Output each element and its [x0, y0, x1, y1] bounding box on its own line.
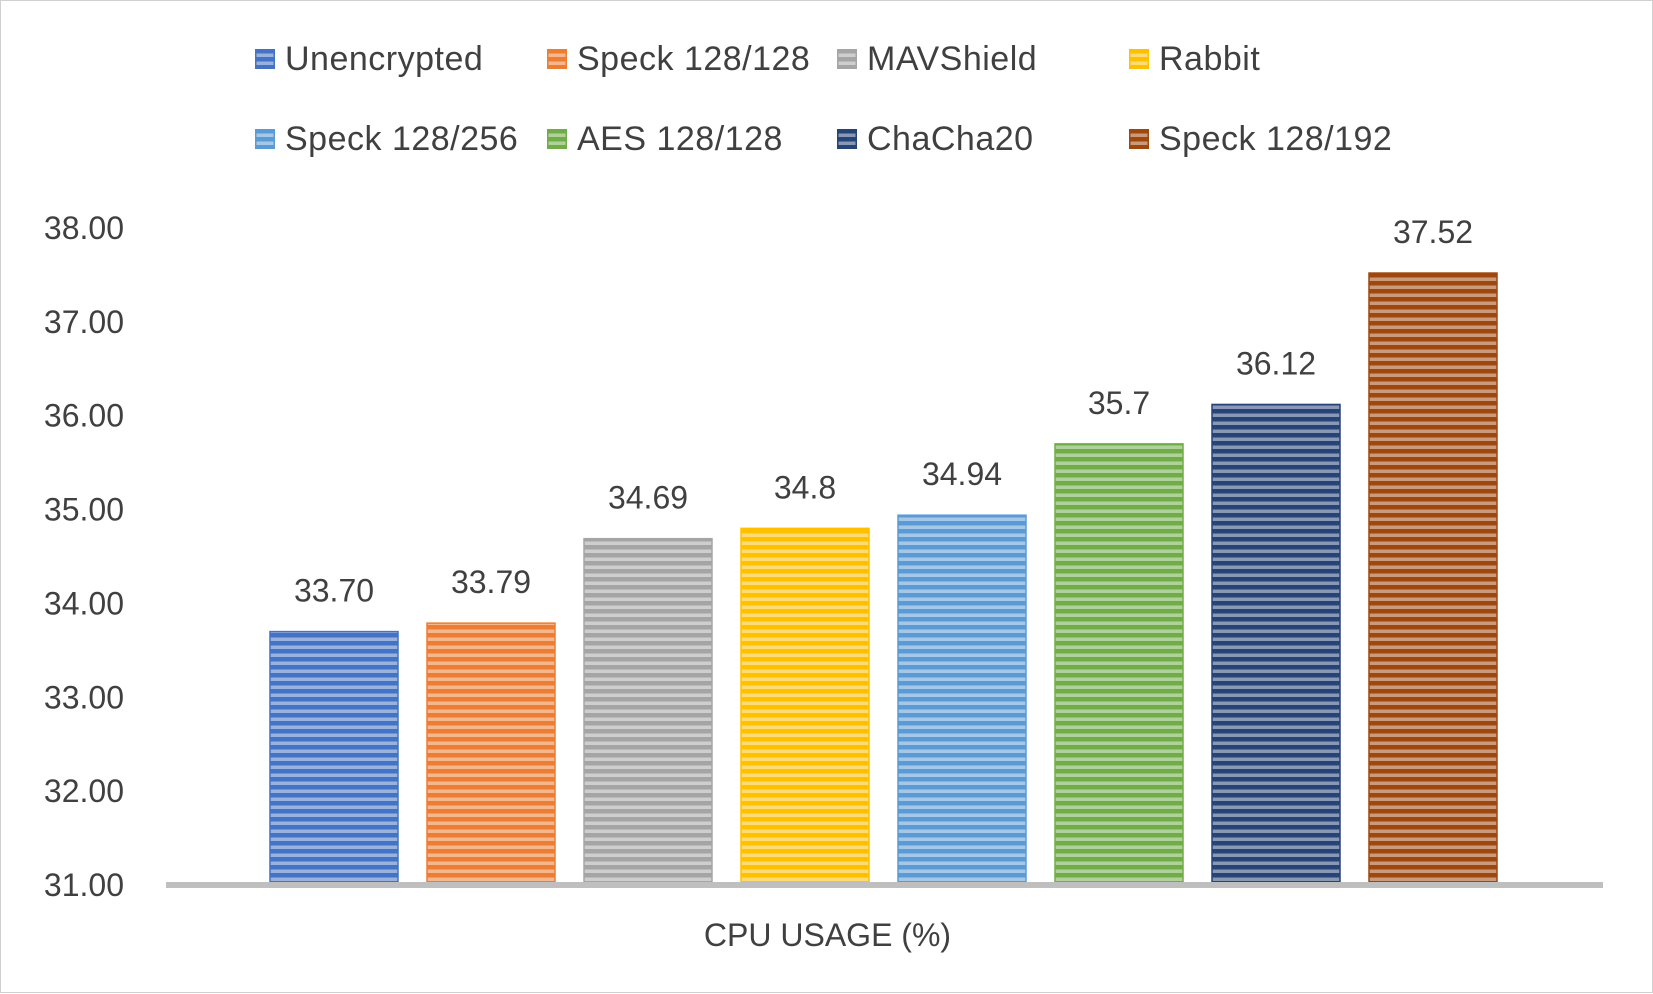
bar-aes-128-128 — [1054, 443, 1184, 886]
y-tick-label: 34.00 — [44, 585, 124, 621]
bar-speck-128-256 — [897, 514, 1027, 886]
legend-label: MAVShield — [867, 39, 1038, 78]
legend-label: Speck 128/192 — [1159, 119, 1393, 158]
y-axis-ticks: 31.00 32.00 33.00 34.00 35.00 36.00 37.00 38.00 — [44, 210, 124, 903]
legend-swatch — [255, 129, 275, 149]
data-labels-group: 33.70 33.79 34.69 34.8 34.94 35.7 36.12 37.52 — [294, 214, 1473, 609]
legend-swatch — [1129, 49, 1149, 69]
data-label: 35.7 — [1088, 385, 1150, 421]
legend-swatch — [837, 129, 857, 149]
x-axis-title: CPU USAGE (%) — [703, 917, 952, 953]
y-tick-label: 31.00 — [44, 867, 124, 903]
bars-group — [269, 272, 1498, 886]
legend-label: Unencrypted — [285, 39, 484, 78]
legend-label: Speck 128/128 — [577, 39, 811, 78]
y-tick-label: 35.00 — [44, 492, 124, 528]
bar-speck-128-192 — [1368, 272, 1498, 886]
bar-speck-128-128 — [426, 622, 556, 886]
bar-unencrypted — [269, 630, 399, 886]
data-label: 34.69 — [608, 480, 688, 516]
legend-item: Speck 128/128 — [547, 39, 837, 78]
legend-swatch — [547, 49, 567, 69]
data-label: 33.70 — [294, 573, 374, 609]
data-label: 33.79 — [451, 564, 531, 600]
legend-label: Speck 128/256 — [285, 119, 519, 158]
legend-label: AES 128/128 — [577, 119, 783, 158]
legend-swatch — [837, 49, 857, 69]
data-label: 34.94 — [922, 456, 1002, 492]
y-tick-label: 36.00 — [44, 398, 124, 434]
legend-label: Rabbit — [1159, 39, 1261, 78]
legend-item: MAVShield — [837, 39, 1129, 78]
bar-chacha20 — [1211, 403, 1341, 886]
legend-item: Rabbit — [1129, 39, 1429, 78]
legend: Unencrypted Speck 128/128 MAVShield Rabbit S… — [255, 39, 1435, 158]
y-tick-label: 32.00 — [44, 773, 124, 809]
bar-mavshield — [583, 537, 713, 886]
legend-item: Speck 128/256 — [255, 119, 547, 158]
legend-item: AES 128/128 — [547, 119, 837, 158]
y-tick-label: 33.00 — [44, 679, 124, 715]
legend-item: Speck 128/192 — [1129, 119, 1429, 158]
legend-swatch — [1129, 129, 1149, 149]
data-label: 34.8 — [774, 469, 836, 505]
y-tick-label: 38.00 — [44, 210, 124, 246]
data-label: 36.12 — [1236, 345, 1316, 381]
legend-swatch — [255, 49, 275, 69]
legend-swatch — [547, 129, 567, 149]
legend-item: ChaCha20 — [837, 119, 1129, 158]
legend-label: ChaCha20 — [867, 119, 1034, 158]
y-tick-label: 37.00 — [44, 304, 124, 340]
data-label: 37.52 — [1393, 214, 1473, 250]
bar-rabbit — [740, 527, 870, 886]
legend-item: Unencrypted — [255, 39, 547, 78]
